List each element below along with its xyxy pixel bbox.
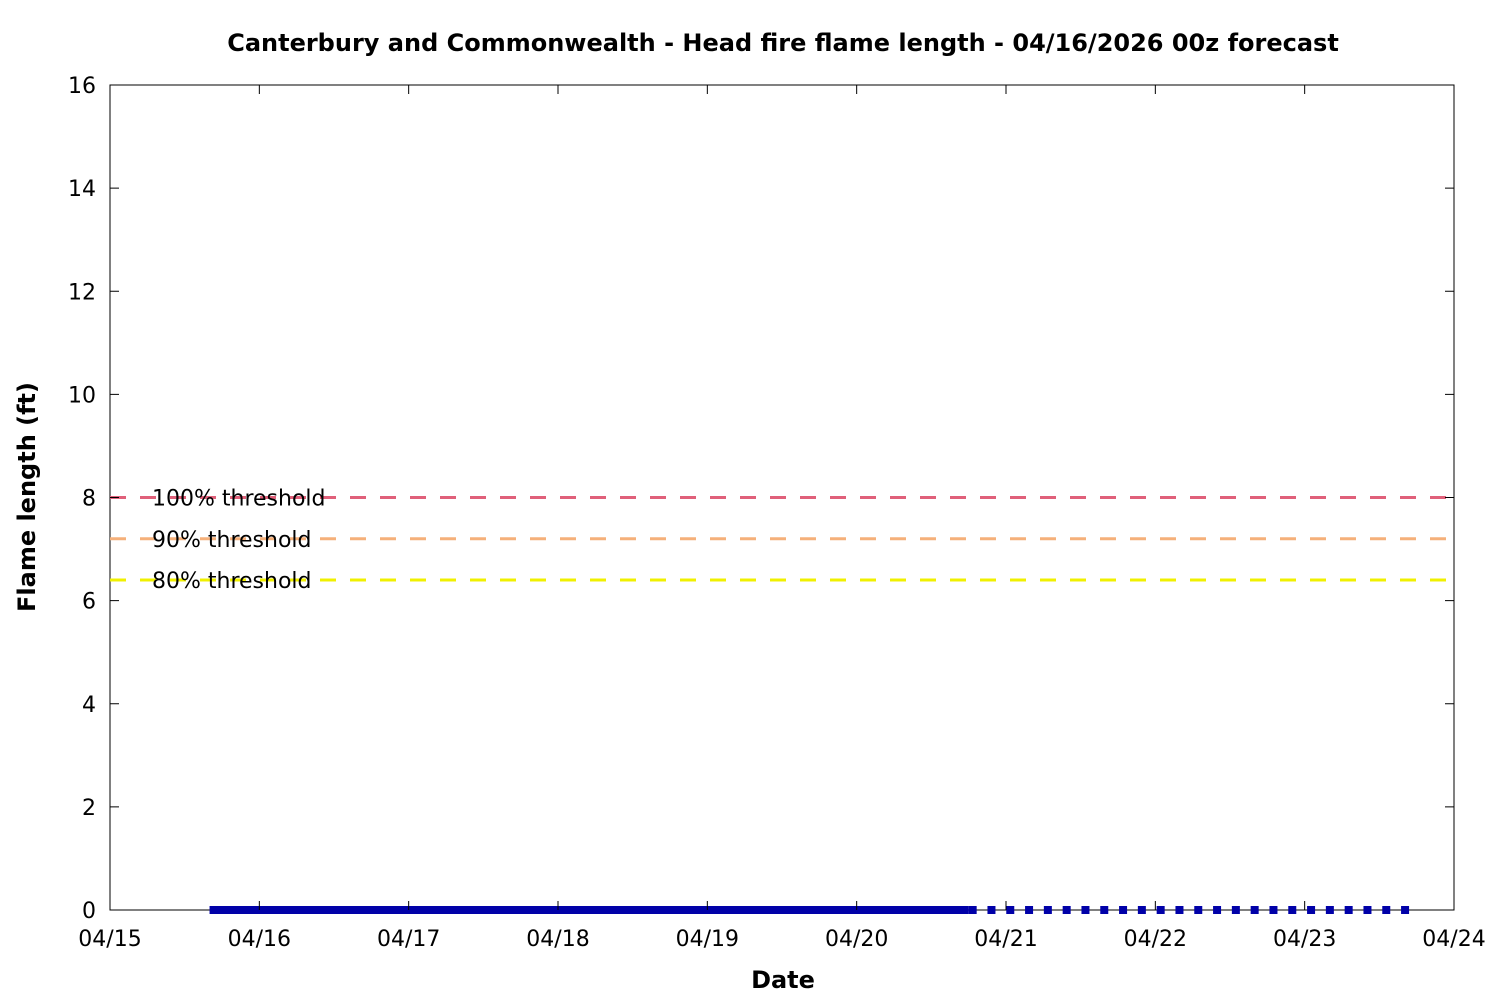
x-tick-label: 04/24 xyxy=(1422,927,1485,952)
threshold-label: 100% threshold xyxy=(152,487,326,512)
y-tick-label: 12 xyxy=(68,280,96,305)
x-tick-label: 04/21 xyxy=(974,927,1037,952)
x-tick-label: 04/20 xyxy=(825,927,888,952)
y-tick-label: 2 xyxy=(82,796,96,821)
y-tick-label: 10 xyxy=(68,383,96,408)
x-tick-label: 04/16 xyxy=(228,927,291,952)
y-tick-label: 0 xyxy=(82,899,96,924)
y-tick-label: 14 xyxy=(68,177,96,202)
x-axis: 04/15 04/16 04/17 04/18 04/19 04/20 04/21 04/22… xyxy=(78,85,1486,952)
chart-title: Canterbury and Commonwealth - Head fire … xyxy=(227,29,1339,57)
y-tick-label: 4 xyxy=(82,693,96,718)
x-tick-label: 04/17 xyxy=(377,927,440,952)
y-tick-label: 16 xyxy=(68,74,96,99)
threshold-lines xyxy=(110,496,1454,582)
threshold-label: 90% threshold xyxy=(152,528,312,553)
x-tick-label: 04/19 xyxy=(676,927,739,952)
x-tick-label: 04/22 xyxy=(1124,927,1187,952)
threshold-labels: 100% threshold 90% threshold 80% threshold xyxy=(152,487,326,595)
x-tick-label: 04/15 xyxy=(78,927,141,952)
y-tick-label: 6 xyxy=(82,590,96,615)
y-axis-label: Flame length (ft) xyxy=(13,382,41,612)
x-axis-label: Date xyxy=(751,966,815,994)
y-tick-label: 8 xyxy=(82,487,96,512)
x-tick-label: 04/18 xyxy=(526,927,589,952)
threshold-label: 80% threshold xyxy=(152,569,312,594)
y-axis: 0 2 4 6 8 10 12 14 16 xyxy=(68,74,1454,924)
x-tick-label: 04/23 xyxy=(1273,927,1336,952)
